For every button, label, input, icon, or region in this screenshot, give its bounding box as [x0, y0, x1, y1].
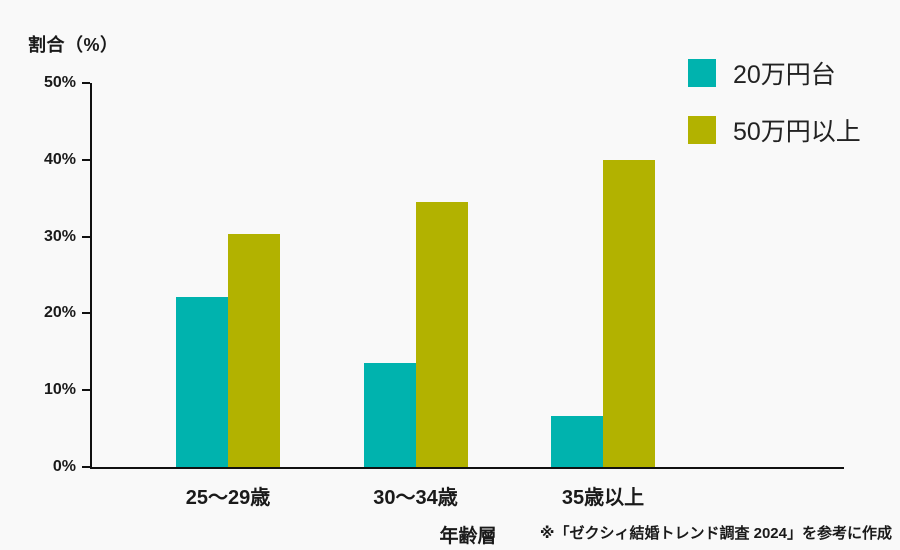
footnote: ※「ゼクシィ結婚トレンド調査 2024」を参考に作成 — [539, 525, 892, 542]
y-tick-mark — [82, 389, 90, 392]
legend-swatch-icon — [688, 116, 716, 144]
y-tick-label: 0% — [52, 458, 76, 475]
bar-group — [551, 83, 655, 467]
legend-item: 50万円以上 — [688, 112, 861, 148]
y-tick-mark — [82, 235, 90, 238]
y-tick-label: 50% — [43, 74, 76, 91]
x-axis-line — [90, 467, 844, 469]
y-tick-label: 20% — [43, 304, 76, 322]
legend-item: 20万円台 — [688, 55, 861, 91]
y-tick-label: 40% — [43, 150, 76, 168]
y-tick-mark — [82, 312, 90, 315]
x-axis-title: 年齢層 — [439, 526, 497, 547]
bar-50万円以上-30〜34歳 — [415, 202, 468, 467]
bar-20万円台-25〜29歳 — [176, 296, 228, 467]
y-axis-line — [90, 83, 92, 469]
y-tick-mark — [82, 158, 90, 161]
bar-50万円以上-35歳以上 — [603, 159, 655, 467]
y-tick-mark — [82, 82, 90, 84]
bar-group — [176, 83, 280, 467]
bar-50万円以上-25〜29歳 — [228, 234, 280, 467]
y-axis-title: 割合（%） — [28, 35, 119, 55]
x-category-label: 35歳以上 — [561, 487, 645, 509]
legend-label: 20万円台 — [733, 61, 836, 89]
y-tick-label: 30% — [43, 227, 76, 245]
plot-area: 0% 10% 20% 30% 40% 50% 25〜29歳 30〜34歳 35歳以上 — [44, 74, 844, 509]
y-tick-mark — [82, 466, 90, 468]
bar-group — [363, 83, 468, 467]
x-category-label: 30〜34歳 — [373, 487, 458, 509]
bar-20万円台-35歳以上 — [551, 415, 603, 467]
legend-swatch-icon — [688, 59, 716, 87]
y-tick-label: 10% — [43, 381, 76, 399]
legend: 20万円台 50万円以上 — [688, 55, 861, 169]
legend-label: 50万円以上 — [733, 118, 861, 146]
bar-20万円台-30〜34歳 — [363, 363, 416, 467]
x-category-label: 25〜29歳 — [185, 487, 271, 509]
